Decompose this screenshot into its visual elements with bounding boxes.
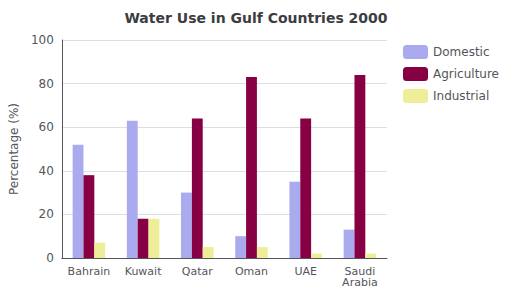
svg-text:40: 40 [39, 164, 54, 178]
svg-text:Kuwait: Kuwait [125, 265, 162, 278]
svg-text:Domestic: Domestic [433, 45, 490, 59]
svg-text:Oman: Oman [235, 265, 268, 278]
svg-text:Bahrain: Bahrain [68, 265, 111, 278]
svg-text:80: 80 [39, 77, 54, 91]
svg-text:60: 60 [39, 120, 54, 134]
svg-text:Qatar: Qatar [182, 265, 213, 278]
svg-text:Water Use in Gulf Countries 20: Water Use in Gulf Countries 2000 [124, 10, 387, 26]
svg-text:UAE: UAE [294, 265, 317, 278]
svg-text:Industrial: Industrial [433, 89, 489, 103]
svg-text:Percentage (%): Percentage (%) [7, 103, 21, 195]
svg-text:Arabia: Arabia [342, 276, 378, 289]
svg-text:0: 0 [46, 251, 54, 265]
svg-text:Agriculture: Agriculture [433, 67, 499, 81]
svg-text:Saudi: Saudi [344, 265, 376, 278]
svg-text:100: 100 [31, 33, 54, 47]
svg-text:20: 20 [39, 207, 54, 221]
